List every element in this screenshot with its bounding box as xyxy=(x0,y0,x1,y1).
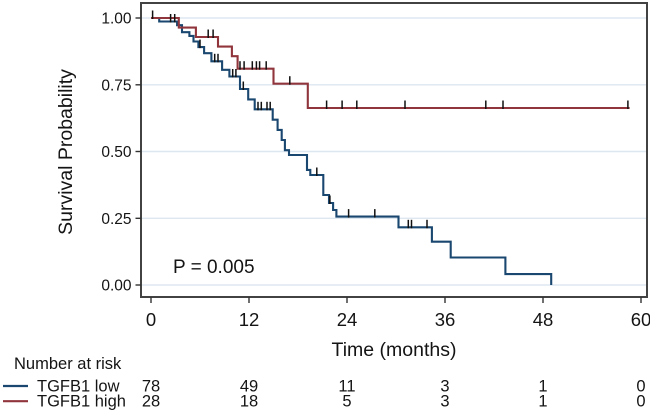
y-tick-label: 0.00 xyxy=(101,278,132,295)
x-axis-ticks xyxy=(150,297,642,303)
x-axis-tick-labels: 0 12 24 36 48 60 xyxy=(146,309,650,330)
y-tick-label: 0.50 xyxy=(101,144,132,161)
risk-row-label: TGFB1 high xyxy=(37,393,126,411)
p-value-annotation: P = 0.005 xyxy=(173,257,255,278)
y-axis-tick-labels: 0.00 0.25 0.50 0.75 1.00 xyxy=(101,11,132,295)
risk-count: 5 xyxy=(342,393,351,411)
x-tick-label: 0 xyxy=(146,309,156,330)
x-tick-label: 48 xyxy=(533,309,554,330)
plot-background xyxy=(141,3,647,297)
risk-count: 1 xyxy=(538,393,547,411)
y-axis-ticks xyxy=(135,17,141,286)
risk-count: 11 xyxy=(338,378,355,396)
plot-border xyxy=(140,2,648,298)
y-axis-title: Survival Probability xyxy=(55,69,77,235)
risk-table-rows: TGFB1 low 78 49 11 3 1 0 TGFB1 high 28 18 5 3 1 0 xyxy=(3,378,646,411)
risk-row-label: TGFB1 low xyxy=(37,378,120,396)
x-tick-label: 24 xyxy=(337,309,358,330)
risk-count: 78 xyxy=(142,378,160,396)
risk-count: 28 xyxy=(142,393,160,411)
risk-count: 18 xyxy=(240,393,258,411)
risk-count: 0 xyxy=(636,378,645,396)
x-tick-label: 12 xyxy=(239,309,260,330)
risk-count: 0 xyxy=(636,393,645,411)
x-axis-title: Time (months) xyxy=(332,339,457,361)
y-tick-label: 0.75 xyxy=(101,77,131,94)
censor-marks xyxy=(151,10,629,229)
survival-curve-tgfb1-high xyxy=(151,16,630,110)
x-tick-label: 36 xyxy=(435,309,456,330)
risk-table: Number at risk TGFB1 low 78 49 11 3 1 0 TGFB1 h… xyxy=(3,355,646,411)
x-tick-label: 60 xyxy=(631,309,650,330)
survival-curves xyxy=(151,16,630,285)
gridlines xyxy=(141,17,647,286)
risk-count: 3 xyxy=(440,393,449,411)
risk-count: 3 xyxy=(440,378,449,396)
y-tick-label: 0.25 xyxy=(101,211,131,228)
risk-table-title: Number at risk xyxy=(14,355,122,373)
risk-count: 1 xyxy=(538,378,547,396)
risk-count: 49 xyxy=(240,378,258,396)
y-tick-label: 1.00 xyxy=(101,11,132,28)
survival-curve-tgfb1-low xyxy=(151,16,553,285)
